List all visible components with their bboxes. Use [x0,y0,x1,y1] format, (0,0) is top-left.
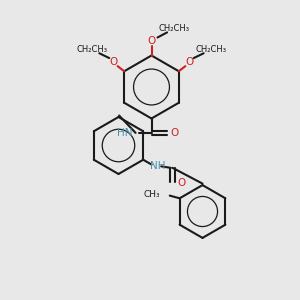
Text: NH: NH [150,161,166,171]
Text: O: O [109,57,118,67]
Text: CH₂CH₃: CH₂CH₃ [196,44,227,53]
Text: O: O [185,57,194,67]
Text: O: O [170,128,179,138]
Text: HN: HN [117,128,133,138]
Text: O: O [178,178,186,188]
Text: CH₂CH₃: CH₂CH₃ [76,44,107,53]
Text: O: O [147,35,156,46]
Text: CH₂CH₃: CH₂CH₃ [158,24,190,33]
Text: CH₃: CH₃ [143,190,160,199]
